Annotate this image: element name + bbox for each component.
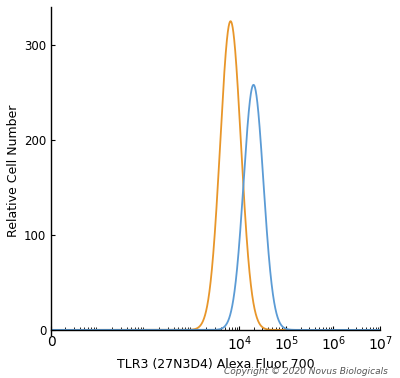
Y-axis label: Relative Cell Number: Relative Cell Number	[7, 105, 20, 237]
Text: Copyright © 2020 Novus Biologicals: Copyright © 2020 Novus Biologicals	[224, 367, 388, 376]
X-axis label: TLR3 (27N3D4) Alexa Fluor 700: TLR3 (27N3D4) Alexa Fluor 700	[117, 358, 315, 370]
